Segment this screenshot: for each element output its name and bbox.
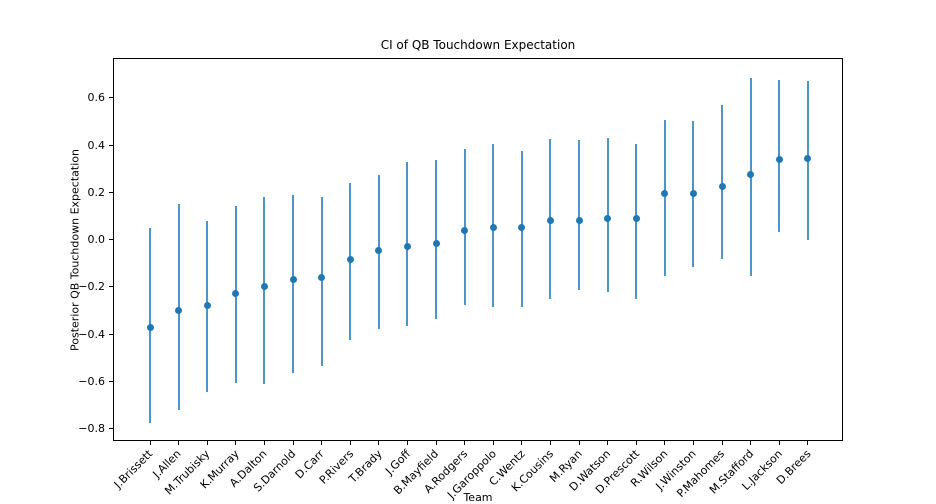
y-tick-label: −0.8 — [78, 422, 105, 436]
point-D.Watson — [604, 214, 612, 222]
x-tick-mark — [464, 441, 466, 445]
y-tick-mark — [109, 144, 113, 146]
x-tick-label-text: J.Brissett — [111, 447, 156, 491]
point-J.Brissett — [146, 323, 154, 331]
x-axis-label: Team — [463, 491, 493, 504]
x-tick-mark — [635, 441, 637, 445]
point-D.Brees — [804, 154, 812, 162]
errorbar-S.Darnold — [292, 194, 294, 374]
x-tick-mark — [349, 441, 351, 445]
x-tick-mark — [263, 441, 265, 445]
y-tick-label: 0.2 — [87, 185, 106, 199]
plot-area — [113, 58, 843, 441]
x-tick-mark — [206, 441, 208, 445]
x-tick-mark — [807, 441, 809, 445]
errorbar-B.Mayfield — [435, 160, 437, 319]
point-J.Goff — [403, 243, 411, 251]
point-D.Carr — [318, 273, 326, 281]
x-tick-mark — [406, 441, 408, 445]
x-tick-mark — [235, 441, 237, 445]
y-tick-mark — [109, 380, 113, 382]
y-tick-label: 0.4 — [87, 138, 106, 152]
errorbar-A.Dalton — [263, 197, 266, 384]
point-P.Rivers — [346, 256, 354, 264]
y-tick-label: −0.6 — [78, 374, 105, 388]
y-axis-label: Posterior QB Touchdown Expectation — [68, 149, 82, 351]
y-tick-label: −0.4 — [78, 327, 105, 341]
x-tick-mark — [750, 441, 752, 445]
point-K.Cousins — [546, 217, 554, 225]
x-tick-mark — [178, 441, 180, 445]
errorbar-D.Carr — [320, 197, 323, 367]
point-T.Brady — [375, 246, 383, 254]
errorbar-A.Rodgers — [463, 148, 466, 305]
x-tick-mark — [435, 441, 437, 445]
point-K.Murray — [232, 290, 240, 298]
point-L.Jackson — [775, 155, 783, 163]
chart-title: CI of QB Touchdown Expectation — [380, 38, 576, 52]
point-B.Mayfield — [432, 239, 440, 247]
x-tick-mark — [292, 441, 294, 445]
point-M.Trubisky — [203, 302, 211, 310]
y-tick-mark — [109, 286, 113, 288]
errorbar-P.Mahomes — [721, 104, 723, 259]
x-tick-mark — [378, 441, 380, 445]
x-tick-mark — [778, 441, 780, 445]
errorbar-M.Ryan — [578, 140, 580, 291]
y-tick-mark — [109, 428, 113, 430]
y-tick-mark — [109, 191, 113, 193]
x-tick-mark — [149, 441, 151, 445]
y-tick-label: −0.2 — [78, 280, 105, 294]
point-D.Prescott — [632, 214, 640, 222]
y-tick-mark — [109, 239, 113, 241]
errorbar-R.Wilson — [663, 120, 666, 277]
point-S.Darnold — [289, 276, 297, 284]
x-tick-mark — [607, 441, 609, 445]
y-tick-mark — [109, 333, 113, 335]
y-tick-mark — [109, 97, 113, 99]
point-J.Winston — [689, 189, 697, 197]
errorbar-D.Watson — [606, 137, 609, 292]
x-tick-mark — [549, 441, 551, 445]
point-A.Dalton — [260, 283, 268, 291]
y-tick-label: 0.0 — [87, 233, 106, 247]
point-M.Stafford — [747, 171, 755, 179]
x-tick-mark — [321, 441, 323, 445]
point-M.Ryan — [575, 217, 583, 225]
y-tick-label: 0.6 — [87, 91, 106, 105]
x-tick-mark — [578, 441, 580, 445]
x-tick-mark — [664, 441, 666, 445]
point-J.Allen — [175, 307, 183, 315]
x-tick-mark — [692, 441, 694, 445]
point-R.Wilson — [661, 189, 669, 197]
point-P.Mahomes — [718, 182, 726, 190]
point-C.Wentz — [518, 224, 526, 232]
errorbar-J.Allen — [177, 204, 180, 410]
x-tick-mark — [521, 441, 523, 445]
point-J.Garoppolo — [489, 224, 497, 232]
x-tick-mark — [721, 441, 723, 445]
point-A.Rodgers — [461, 226, 469, 234]
x-tick-mark — [492, 441, 494, 445]
